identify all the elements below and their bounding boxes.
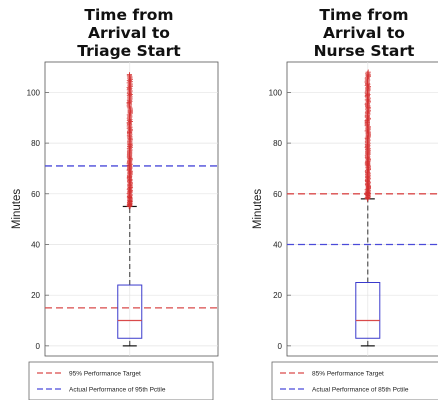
plot-area xyxy=(286,61,438,357)
y-axis-label: Minutes xyxy=(11,189,23,230)
legend-label: 85% Performance Target xyxy=(312,371,384,378)
y-tick-label: 80 xyxy=(31,139,40,148)
chart-title-line: Arrival to xyxy=(88,24,170,42)
legend-label: Actual Performance of 95th Pctile xyxy=(69,387,166,394)
outlier-markers xyxy=(364,69,371,202)
legend-box xyxy=(271,361,438,400)
y-tick-label: 60 xyxy=(31,190,40,199)
plot-area xyxy=(44,61,219,357)
outlier-marker xyxy=(365,96,371,102)
outlier-marker xyxy=(127,74,133,80)
chart-title-line: Arrival to xyxy=(323,24,405,42)
outlier-marker xyxy=(127,105,133,111)
y-tick-label: 100 xyxy=(269,88,283,97)
y-tick-label: 20 xyxy=(31,291,40,300)
y-tick-label: 100 xyxy=(27,88,41,97)
chart-title-line: Triage Start xyxy=(77,42,181,60)
outlier-marker xyxy=(126,72,133,78)
y-tick-label: 20 xyxy=(273,291,282,300)
y-tick-label: 40 xyxy=(31,240,40,249)
chart-title-line: Time from xyxy=(84,6,173,24)
outlier-marker xyxy=(126,77,132,84)
outlier-marker xyxy=(365,104,371,111)
outlier-marker xyxy=(126,84,132,91)
box-iqr xyxy=(117,284,143,339)
outlier-marker xyxy=(126,112,132,118)
outlier-marker xyxy=(364,75,371,81)
outlier-marker xyxy=(127,88,133,94)
legend-label: 95% Performance Target xyxy=(69,371,141,378)
outlier-marker xyxy=(365,84,371,90)
outlier-marker xyxy=(127,124,133,130)
outlier-markers xyxy=(126,72,133,210)
chart-title-line: Nurse Start xyxy=(314,42,415,60)
outlier-marker xyxy=(365,69,371,75)
y-tick-label: 60 xyxy=(273,190,282,199)
box-iqr xyxy=(355,282,381,339)
legend-box xyxy=(28,361,214,400)
legend-label: Actual Performance of 85th Pctile xyxy=(312,387,409,394)
outlier-marker xyxy=(127,118,133,125)
y-tick-label: 0 xyxy=(278,342,283,351)
y-tick-label: 40 xyxy=(273,240,282,249)
outlier-marker xyxy=(365,70,371,76)
chart-title-line: Time from xyxy=(319,6,408,24)
y-axis-label: Minutes xyxy=(252,189,264,230)
y-tick-label: 0 xyxy=(36,342,41,351)
y-tick-label: 80 xyxy=(273,139,282,148)
